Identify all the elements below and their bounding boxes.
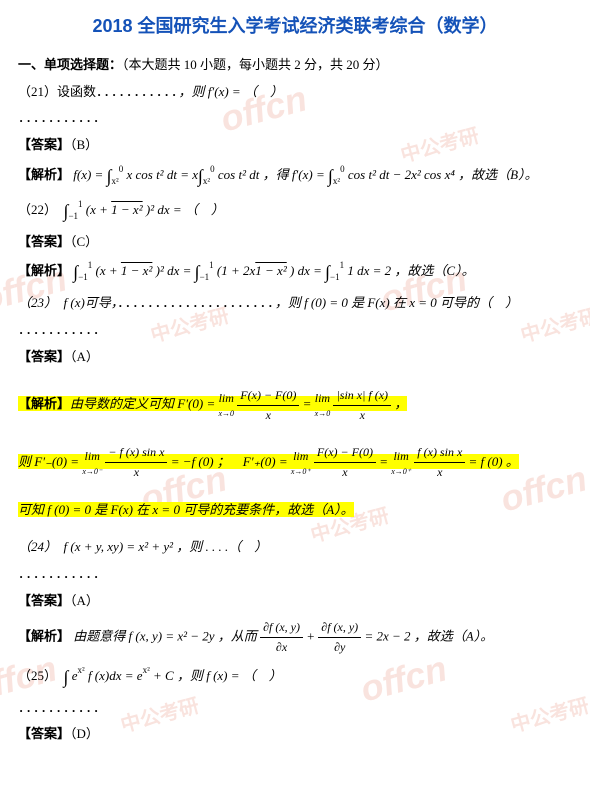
s23-d: = −f (0) ； F′₊(0) = (171, 454, 291, 469)
a22-value: （C） (70, 234, 98, 249)
sol-label: 【解析】 (18, 396, 70, 411)
q25: （25） ∫ ex² f (x)dx = ex² + C ，则 f (x) = … (18, 663, 572, 692)
sol-label: 【解析】 (18, 628, 70, 643)
s23-a: 由导数的定义可知 F′(0) = (70, 396, 218, 411)
q23-label: （23） f (x)可导， (18, 295, 117, 310)
q25-label: （25） (18, 668, 64, 683)
section-header: 一、单项选择题：（本大题共 10 小题，每小题共 2 分，共 20 分） (18, 55, 572, 76)
dots-row: ．．．．．．．．．．． (18, 564, 572, 585)
q22: （22） ∫−11 (x + 1 − x² )² dx = （ ） (18, 197, 572, 226)
q25-mid: f (x)dx = (85, 668, 137, 683)
q21: （21）设函数．．．．．．．．．．．，则 f′(x) = （ ） (18, 82, 572, 103)
section-label: 一、单项选择题： (18, 57, 122, 72)
section-desc: （本大题共 10 小题，每小题共 2 分，共 20 分） (122, 57, 389, 72)
s21-d: cos t² dt − 2x² cos x⁴ ，故选（B）。 (345, 167, 538, 182)
q22-tail: dx = （ ） (154, 202, 224, 217)
dots: ．．．．．．．．．．．．．．．．．．．．． (117, 295, 275, 310)
q22-label: （22） (18, 202, 64, 217)
s22-tail: dx = 2 ，故选（C）。 (357, 263, 474, 278)
s22: 【解析】 ∫−11 (x + 1 − x² )² dx = ∫−11 (1 + … (18, 258, 572, 287)
q25-tail: + C ，则 f (x) = （ ） (150, 668, 282, 683)
s23-line3: 可知 f (0) = 0 是 F(x) 在 x = 0 可导的充要条件，故选（A… (18, 500, 572, 521)
s23-line1: 【解析】由导数的定义可知 F′(0) = limx→0 F(x) − F(0)x… (18, 386, 572, 425)
a24-value: （A） (70, 593, 99, 608)
a25-value: （D） (70, 726, 99, 741)
s21-c: cos t² dt ，得 f′(x) = (215, 167, 328, 182)
q24: （24） f (x + y, xy) = x² + y² ，则 . . . .（… (18, 537, 572, 558)
s21-a: f(x) = (73, 167, 106, 182)
answer-label: 【答案】 (18, 137, 70, 152)
s24: 【解析】 由题意得 f (x, y) = x² − 2y ，从而 ∂f (x, … (18, 618, 572, 657)
answer-label: 【答案】 (18, 593, 70, 608)
page-title: 2018 全国研究生入学考试经济类联考综合（数学） (18, 12, 572, 41)
a21-value: （B） (70, 137, 98, 152)
dots-row: ．．．．．．．．．．． (18, 108, 572, 129)
s24-a: 由题意得 f (x, y) = x² − 2y ，从而 (73, 628, 260, 643)
s23-b: ， (394, 396, 407, 411)
a23: 【答案】（A） (18, 347, 572, 368)
s21-b: x cos t² dt = x (123, 167, 198, 182)
sol-label: 【解析】 (18, 167, 70, 182)
dots-row: ．．．．．．．．．．． (18, 698, 572, 719)
a21: 【答案】（B） (18, 135, 572, 156)
a24: 【答案】（A） (18, 591, 572, 612)
q23: （23） f (x)可导，．．．．．．．．．．．．．．．．．．．．．，则 f (… (18, 293, 572, 314)
q23-tail: ，则 f (0) = 0 是 F(x) 在 x = 0 可导的（ ） (275, 295, 518, 310)
sol-label: 【解析】 (18, 263, 70, 278)
s23-line2: 则 F′₋(0) = limx→0⁻ − f (x) sin xx = −f (… (18, 443, 572, 482)
answer-label: 【答案】 (18, 349, 70, 364)
a23-value: （A） (70, 349, 99, 364)
s23-c: 则 F′₋(0) = (18, 454, 82, 469)
a22: 【答案】（C） (18, 232, 572, 253)
s23-f: 可知 f (0) = 0 是 F(x) 在 x = 0 可导的充要条件，故选（A… (18, 502, 354, 517)
dots: ．．．．．．．．．．． (96, 84, 179, 99)
s24-b: = 2x − 2 ，故选（A）。 (364, 628, 493, 643)
s21: 【解析】 f(x) = ∫x²0 x cos t² dt = x∫x²0 cos… (18, 162, 572, 191)
a25: 【答案】（D） (18, 724, 572, 745)
s23-e: = f (0) 。 (469, 454, 519, 469)
answer-label: 【答案】 (18, 234, 70, 249)
answer-label: 【答案】 (18, 726, 70, 741)
q21-label: （21）设函数 (18, 84, 96, 99)
q21-tail: ，则 f′(x) = （ ） (179, 84, 283, 99)
dots-row: ．．．．．．．．．．． (18, 320, 572, 341)
